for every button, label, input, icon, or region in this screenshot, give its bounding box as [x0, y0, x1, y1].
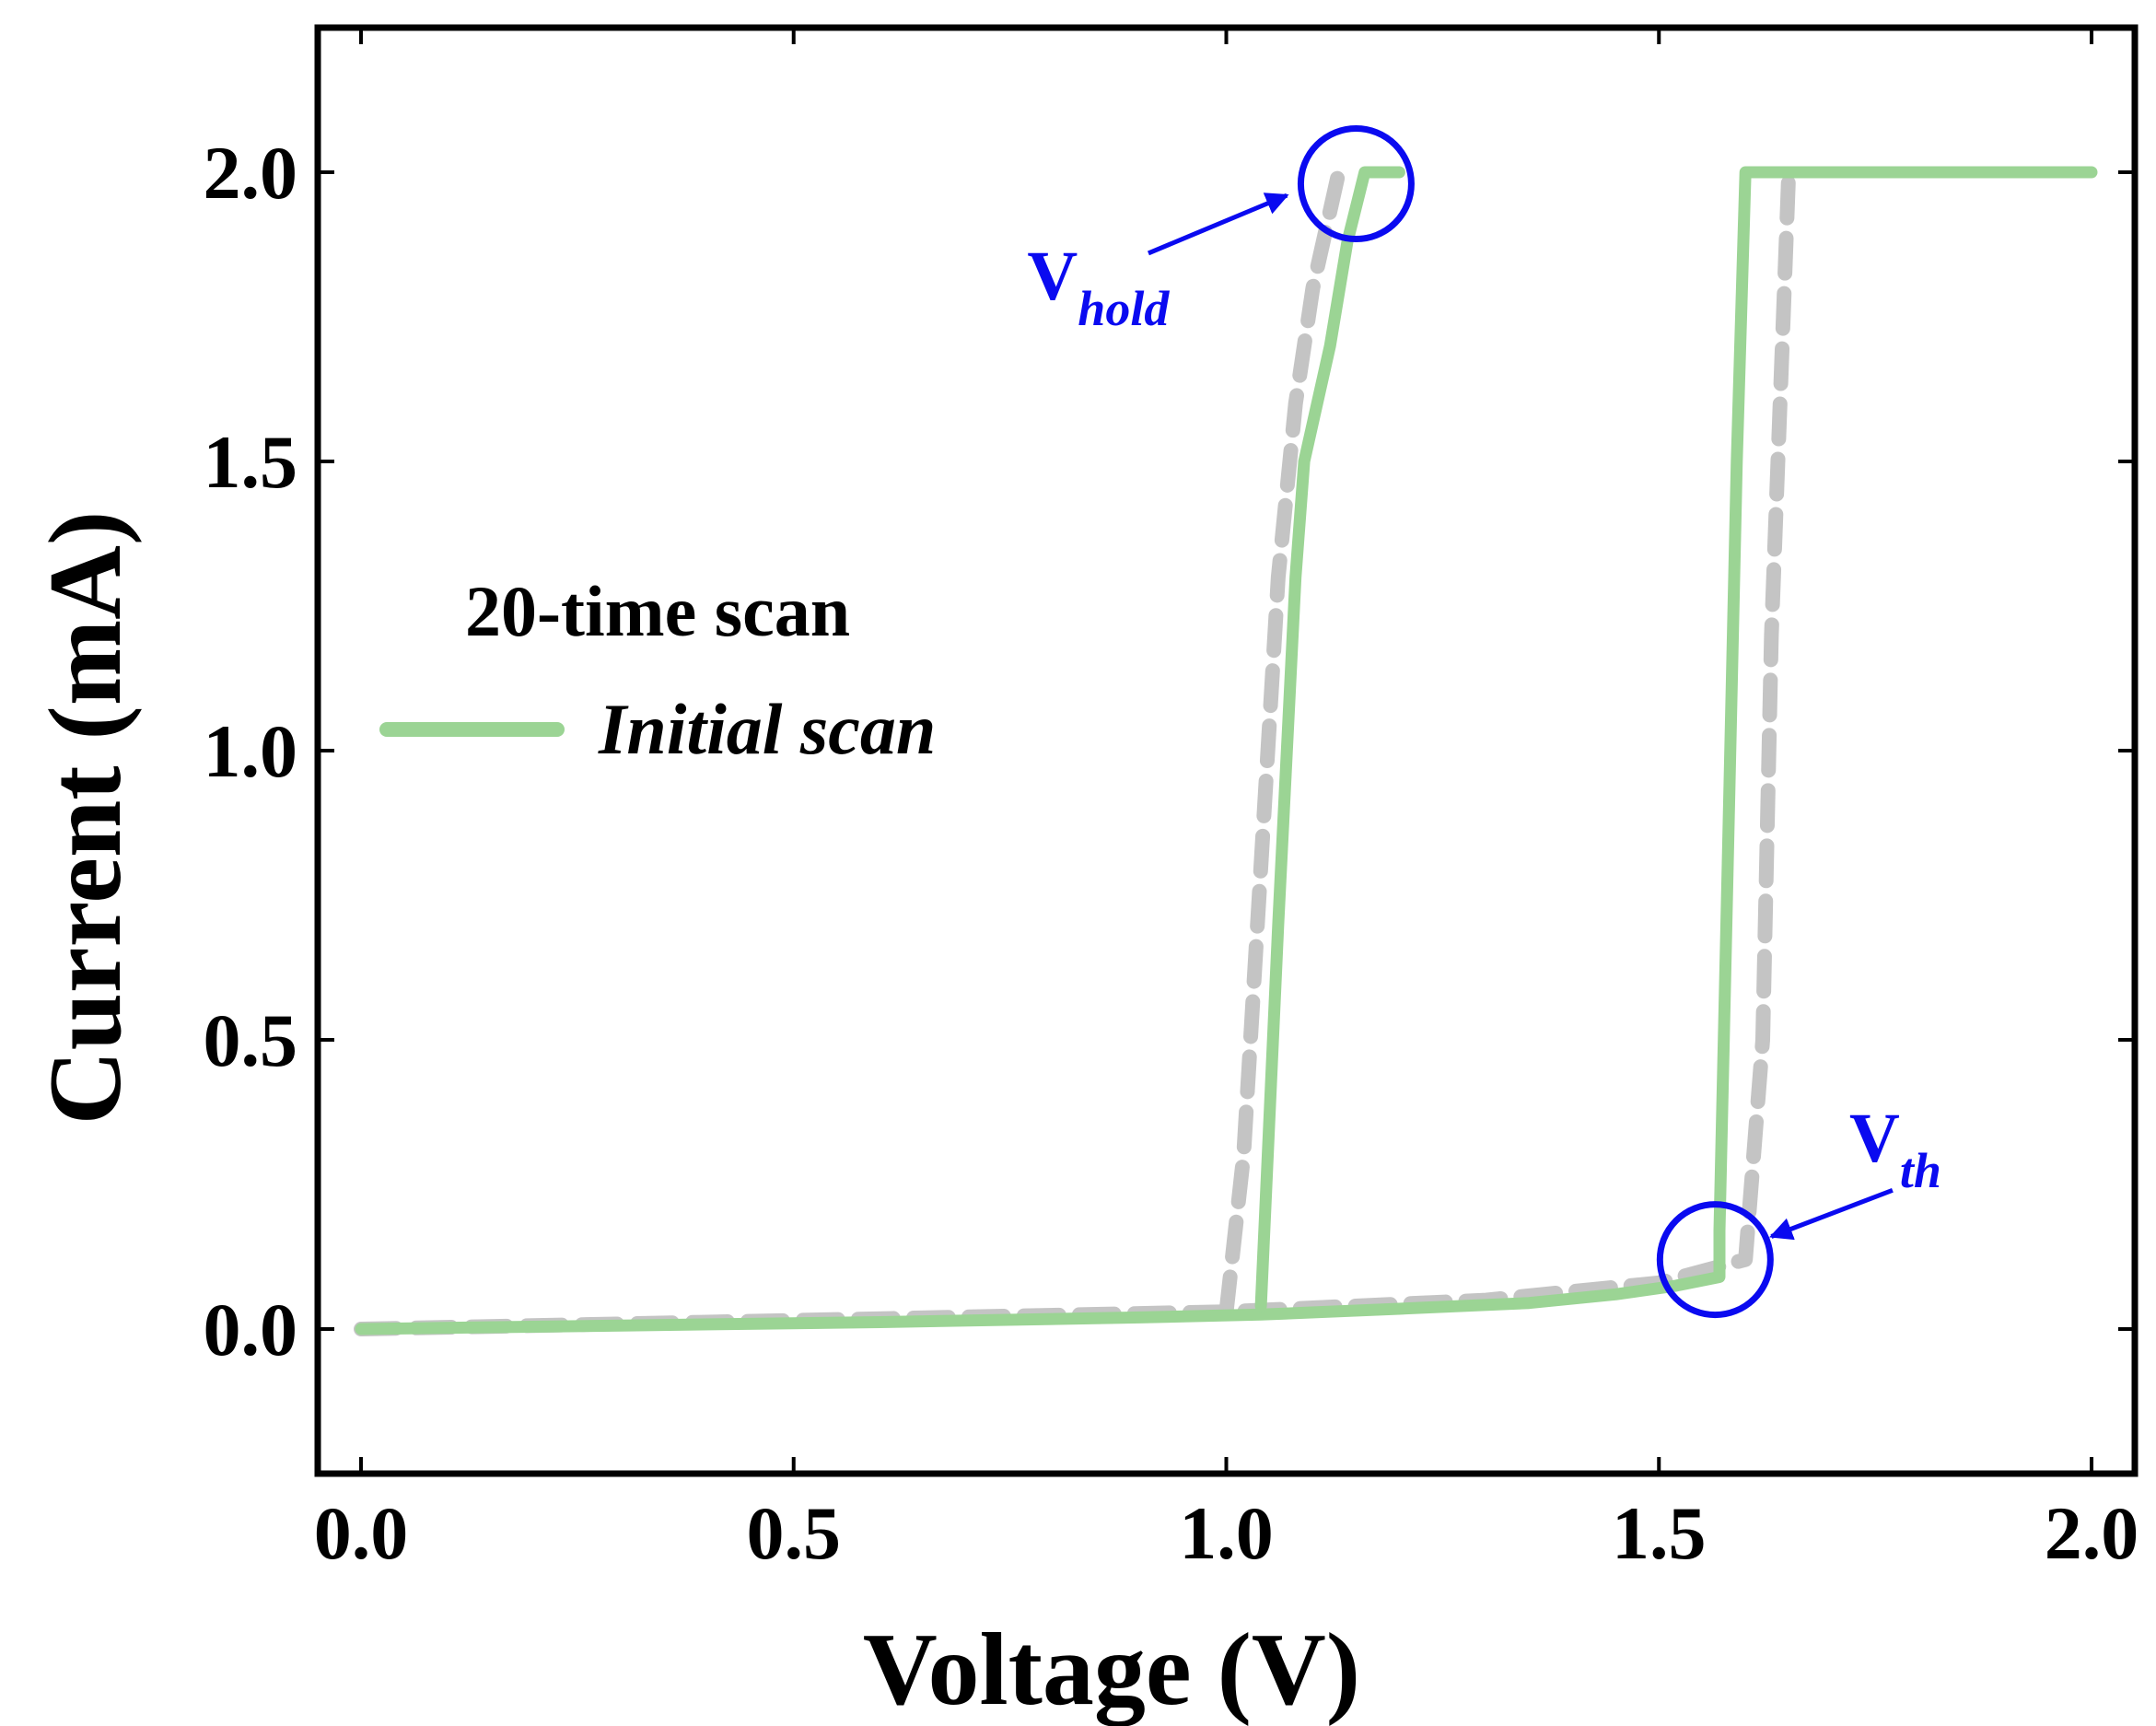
- series-initial-scan-branch-0: [355, 166, 2098, 1335]
- annotation-circle-hold: [1297, 125, 1415, 243]
- x-tick-label: 1.0: [1179, 1491, 1274, 1575]
- x-tick-label: 0.0: [314, 1491, 409, 1575]
- x-tick-label: 1.5: [1612, 1491, 1707, 1575]
- legend-title: 20-time scan: [465, 571, 850, 651]
- annotation-label-th: Vth: [1849, 1100, 1941, 1198]
- y-axis-ticks: 0.0 0.5 1.0 1.5 2.0: [204, 131, 2135, 1371]
- legend-label-initial-scan: Initial scan: [598, 689, 936, 769]
- series-initial-scan-branch-1: [1254, 166, 1405, 1312]
- x-tick-label: 2.0: [2045, 1491, 2139, 1575]
- y-tick-label: 0.5: [204, 998, 298, 1082]
- annotation-label-hold: Vhold: [1027, 238, 1170, 336]
- annotation-circle-th: [1656, 1201, 1774, 1319]
- y-tick-label: 1.0: [204, 709, 298, 793]
- y-axis-title: Current (mA): [29, 511, 143, 1125]
- annotation-arrow-th: [1769, 1187, 1894, 1241]
- x-tick-label: 0.5: [746, 1491, 841, 1575]
- x-axis-title: Voltage (V): [863, 1613, 1360, 1726]
- series-layer: [354, 165, 2098, 1336]
- x-axis-ticks: 0.0 0.5 1.0 1.5 2.0: [314, 28, 2139, 1575]
- y-tick-label: 2.0: [204, 131, 298, 215]
- y-tick-label: 0.0: [204, 1288, 298, 1371]
- series-20-time-scan-branch-1: [1218, 165, 1346, 1320]
- series-20-time-scan-branch-0: [354, 165, 1797, 1336]
- legend: 20-time scan Initial scan: [379, 571, 936, 769]
- annotation-layer: Vhold Vth: [1027, 125, 1941, 1319]
- y-tick-label: 1.5: [204, 420, 298, 504]
- annotation-arrow-hold: [1147, 192, 1289, 256]
